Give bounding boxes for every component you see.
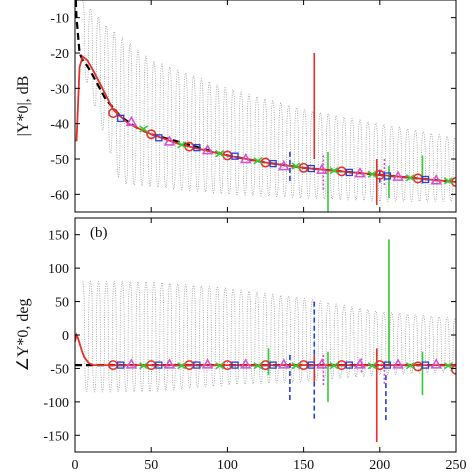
x-tick-label: 100 [217,458,238,473]
series-marker-cross [253,157,263,165]
x-tick-label: 250 [446,458,467,473]
series-marker-cross [139,362,149,370]
panel-a-frame [74,0,457,213]
y-tick-label: -100 [43,396,69,411]
series-marker-cross [405,174,415,182]
panel-b-x-ticks: 0 50 100 150 200 250 [72,218,467,473]
y-tick-label: -150 [43,429,69,444]
series-marker-triangle [163,358,176,369]
series-marker-triangle [125,115,138,127]
series-marker-triangle [278,358,290,369]
panel-a-y-axis-label: |Y*0|, dB [15,76,32,137]
series-marker-square [117,114,125,123]
series-marker-cross [215,150,225,158]
series-marker-cross [215,362,225,370]
series-marker-square [193,144,201,152]
series-marker-square [383,172,392,180]
series-marker-triangle [278,160,290,171]
x-tick-label: 150 [293,458,314,473]
series-marker-square [155,134,163,142]
series-marker-triangle [239,152,252,164]
series-marker-triangle [354,358,366,369]
y-tick-label: -20 [50,47,69,62]
series-marker-cross [329,167,339,175]
series-marker-square [117,361,125,369]
series-marker-square [269,159,277,168]
series-marker-triangle [163,135,176,146]
series-marker-triangle [316,163,328,174]
series-marker-square [383,361,392,369]
x-tick-label: 50 [144,458,158,473]
y-tick-label: -10 [50,12,69,27]
series-marker-cross [405,362,415,370]
y-tick-label: -50 [50,362,69,377]
oscillation-trace [82,280,456,393]
panel-b-label: (b) [90,225,108,241]
series-marker-triangle [392,170,404,181]
series-marker-square [269,361,277,369]
series-marker-triangle [201,144,214,155]
series-marker-circle [108,108,119,119]
series-marker-cross [367,362,377,370]
panel-b-plot-area [75,239,456,442]
series-marker-square [421,175,430,184]
series-marker-cross [291,362,301,370]
series-marker-cross [177,362,187,370]
y-tick-label: -50 [50,153,69,168]
panel-a-x-ticks [74,0,457,212]
y-tick-label: -40 [50,118,69,133]
series-marker-triangle [316,358,328,369]
series-marker-triangle [430,174,442,185]
series-marker-square [193,361,201,369]
series-marker-triangle [239,358,252,369]
y-tick-label: -30 [50,82,69,97]
x-tick-label: 0 [72,458,79,473]
x-tick-label: 200 [369,458,390,473]
y-tick-label: 100 [48,262,69,277]
panel-b-frame [74,217,457,453]
series-marker-cross [177,141,187,149]
series-marker-cross [329,362,339,370]
series-line-red-solid-circles [75,55,456,183]
series-marker-triangle [125,358,138,369]
series-marker-cross [443,362,453,370]
series-marker-square [231,361,239,369]
series-marker-square [307,164,315,173]
series-marker-triangle [392,358,404,369]
y-tick-label: 0 [62,329,69,344]
series-marker-square [307,361,315,369]
y-tick-label: 50 [55,296,69,311]
series-marker-square [345,361,353,369]
oscillation-trace [82,0,456,203]
y-tick-label: 150 [48,229,69,244]
panel-a-y-ticks: -10 -20 -30 -40 -50 -60 [50,12,456,203]
y-tick-label: -60 [50,188,69,203]
series-marker-cross [139,125,149,133]
series-marker-triangle [430,358,442,369]
series-marker-triangle [201,358,214,369]
series-marker-square [155,361,163,369]
series-marker-square [231,152,239,160]
series-marker-square [345,168,353,177]
panel-b-phase: 150 100 50 0 -50 -100 -150 0 50 100 150 200 250 ∠Y*… [15,217,467,473]
panel-b-y-ticks: 150 100 50 0 -50 -100 -150 [43,229,456,444]
series-marker-cross [443,177,453,185]
series-marker-triangle [354,167,366,178]
panel-a-magnitude: -10 -20 -30 -40 -50 -60 |Y*0|, dB [15,0,457,213]
panel-b-y-axis-label: ∠Y*0, deg [15,299,32,372]
series-line-red-solid-circles [75,332,456,366]
panel-a-plot-area [75,0,456,212]
series-marker-cross [367,170,377,178]
series-marker-cross [253,362,263,370]
series-marker-cross [291,162,301,170]
series-marker-square [421,361,430,369]
